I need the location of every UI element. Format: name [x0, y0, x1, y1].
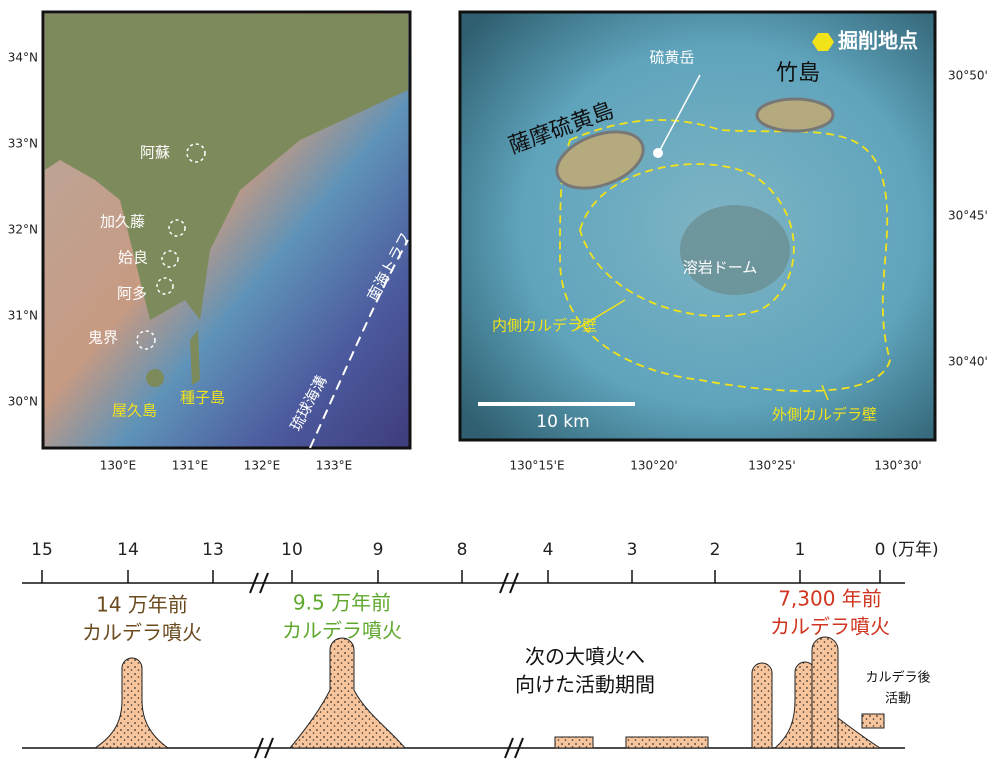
tick-label: 2 [710, 540, 721, 560]
lat-label: 34°N [8, 51, 38, 65]
event-age: 9.5 万年前 [293, 591, 391, 615]
caldera-circles [136, 143, 206, 350]
event-age: 7,300 年前 [778, 587, 882, 611]
lon-label: 132°E [244, 459, 281, 473]
tick-label: 13 [202, 540, 224, 560]
tick-label: 9 [373, 540, 384, 560]
interval-label: 次の大噴火へ [525, 645, 645, 669]
lon-label: 133°E [316, 459, 353, 473]
right-map [458, 10, 937, 442]
lat-label: 30°N [8, 395, 38, 409]
lat-labels: 34°N 33°N 32°N 31°N 30°N [8, 51, 38, 409]
caldera-label: 加久藤 [100, 213, 145, 231]
lon-label: 130°25' [748, 459, 795, 473]
axis-breaks [249, 572, 524, 759]
lat-label: 33°N [8, 137, 38, 151]
post-label: 活動 [885, 692, 911, 707]
scale-label: 10 km [536, 412, 589, 432]
place-label: 竹島 [776, 61, 820, 86]
event-labels: 14 万年前 カルデラ噴火 9.5 万年前 カルデラ噴火 7,300 年前 カル… [82, 587, 931, 707]
legend-label: 掘削地点 [838, 29, 918, 53]
lon-label: 130°E [100, 459, 137, 473]
event-label: カルデラ噴火 [282, 619, 402, 643]
tick-label: 10 [281, 540, 303, 560]
post-label: カルデラ後 [865, 670, 930, 686]
place-label: 外側カルデラ壁 [772, 406, 877, 424]
caldera-label: 姶良 [118, 249, 148, 267]
lat-label: 31°N [8, 309, 38, 323]
place-label: 内側カルデラ壁 [492, 317, 597, 335]
lon-label: 130°30' [874, 459, 921, 473]
event-age: 14 万年前 [96, 593, 188, 617]
interval-label: 向けた活動期間 [515, 673, 655, 697]
tick-label: 15 [31, 540, 53, 560]
lon-label: 131°E [172, 459, 209, 473]
lat-label: 30°50' [948, 69, 988, 83]
left-map [41, 10, 412, 450]
lon-label: 130°15'E [509, 459, 564, 473]
eruption-shapes [93, 636, 885, 749]
tick-label: 4 [543, 540, 554, 560]
lat-labels: 30°50' 30°45' 30°40' [948, 69, 988, 369]
tick-label: 8 [457, 540, 468, 560]
tick-label: 3 [627, 540, 638, 560]
lat-label: 32°N [8, 223, 38, 237]
tick-label: 1 [795, 540, 806, 560]
tick-group: 15 14 13 10 9 8 4 3 2 1 0 [31, 540, 885, 583]
tick-label: 14 [117, 540, 139, 560]
place-label: 硫黄岳 [649, 49, 694, 67]
tick-label: 0 [875, 540, 886, 560]
unit-label: (万年) [891, 540, 938, 560]
caldera-label: 阿蘇 [140, 144, 170, 162]
lat-label: 30°45' [948, 209, 988, 223]
caldera-label: 鬼界 [88, 329, 118, 347]
event-label: カルデラ噴火 [770, 615, 890, 639]
lon-label: 130°20' [630, 459, 677, 473]
caldera-label: 阿多 [117, 285, 147, 303]
event-label: カルデラ噴火 [82, 621, 202, 645]
island-label: 種子島 [180, 389, 225, 407]
lat-label: 30°40' [948, 355, 988, 369]
lon-labels: 130°15'E 130°20' 130°25' 130°30' [509, 459, 921, 473]
place-label: 溶岩ドーム [683, 259, 758, 277]
lon-labels: 130°E 131°E 132°E 133°E [100, 459, 353, 473]
island-label: 屋久島 [112, 402, 157, 420]
